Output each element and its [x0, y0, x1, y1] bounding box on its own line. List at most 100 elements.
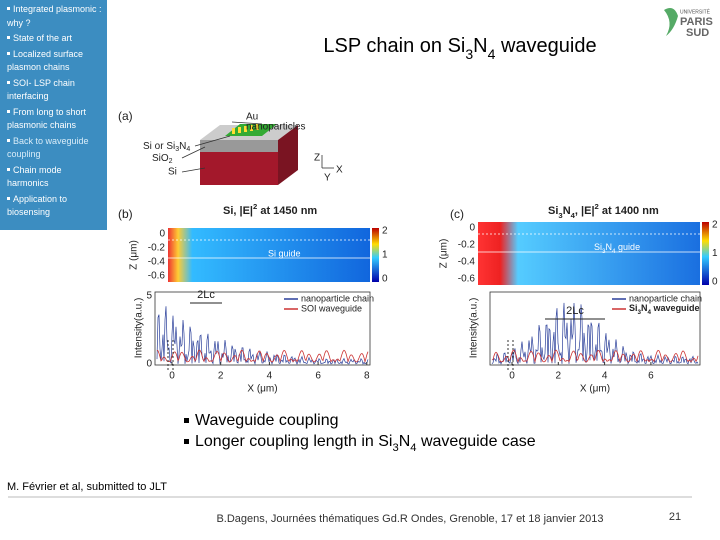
sidebar: Integrated plasmonic : why ? State of the…	[0, 0, 107, 230]
schematic: (a) Au nanoparticles Si or Si3N4 SiO2 Si…	[118, 109, 343, 185]
text-run: waveguide	[651, 303, 700, 313]
colorbar	[372, 228, 379, 282]
plot-frame	[154, 291, 371, 366]
legend-label: nanoparticle chain	[629, 293, 702, 303]
sidebar-item: Application to biosensing	[7, 193, 105, 220]
text-run: N	[399, 433, 411, 450]
text-run: SiO	[152, 153, 169, 164]
oxide	[200, 140, 278, 152]
text-run: 2	[169, 158, 173, 165]
leaders	[181, 121, 334, 173]
label: Au	[246, 112, 258, 123]
colorbar-label: 0	[382, 274, 388, 285]
panel-label: (c)	[450, 207, 464, 221]
text-run: N	[641, 303, 648, 313]
text-run: 3	[175, 146, 179, 153]
text-run: 4	[571, 211, 576, 220]
text-run: 4	[186, 146, 190, 153]
z-axis-label: Z (μm)	[439, 239, 450, 269]
text-run: guide	[616, 242, 641, 252]
y-tick-label: 5	[146, 291, 152, 302]
x-tick-label: 6	[648, 371, 654, 382]
particles	[232, 124, 259, 134]
text-run: waveguide case	[417, 433, 536, 450]
axis-label: Y	[324, 173, 331, 184]
colorbar-label: 2	[712, 220, 718, 231]
footer: B.Dagens, Journées thématiques Gd.R Onde…	[216, 513, 603, 525]
field-map	[168, 228, 370, 282]
colorbar-label: 1	[712, 248, 718, 259]
y-tick-label: 0	[146, 359, 152, 370]
z-tick-label: -0.2	[458, 240, 476, 251]
z-tick-label: 0	[159, 229, 165, 240]
text-run: Si	[548, 205, 558, 217]
bullet-mark	[184, 439, 189, 444]
panel-label: (a)	[118, 109, 133, 123]
lc-label: 2Lc	[566, 305, 584, 317]
sidebar-item: From long to short plasmonic chains	[7, 106, 105, 133]
label: Si or Si3N4	[143, 141, 190, 154]
text-run: at 1400 nm	[599, 205, 659, 217]
sidebar-item: Chain mode harmonics	[7, 164, 105, 191]
colorbar-label: 1	[382, 250, 388, 261]
logo-text: PARIS	[680, 16, 713, 28]
text-run: Si	[629, 303, 638, 313]
colorbar-label: 0	[712, 277, 718, 288]
text-run: 3	[558, 211, 562, 220]
text-run: Longer coupling length in Si	[195, 433, 392, 450]
y-axis-label: Intensity(a.u.)	[469, 298, 480, 359]
x-tick-label: 6	[315, 371, 321, 382]
sidebar-item: SOI- LSP chain interfacing	[7, 77, 105, 104]
text-run: N	[606, 242, 613, 252]
text-run: Si or Si	[143, 141, 175, 152]
sidebar-item: State of the art	[7, 32, 105, 46]
sidebar-item: Back to waveguide coupling	[7, 135, 105, 162]
plot-frame	[489, 291, 701, 366]
page-number: 21	[669, 511, 681, 523]
logo: UNIVERSITÉ PARIS SUD	[664, 8, 713, 39]
text-run: 4	[612, 248, 616, 255]
text-run: 4	[410, 442, 416, 454]
label: nanoparticles	[246, 122, 305, 133]
logo-text: SUD	[686, 27, 709, 39]
text-run: 2	[595, 202, 599, 211]
z-tick-label: -0.6	[458, 274, 476, 285]
guide-curve	[156, 349, 369, 364]
x-tick-label: 2	[556, 371, 562, 382]
x-tick-label: 4	[267, 371, 273, 382]
text-run: 3	[638, 309, 642, 316]
guide-curve	[491, 349, 699, 364]
substrate	[200, 152, 278, 185]
logo-text: UNIVERSITÉ	[680, 8, 711, 15]
text-run: 3	[465, 46, 473, 62]
legend-label: SOI waveguide	[301, 303, 362, 313]
text-run: 3	[392, 442, 398, 454]
map-title: Si, |E|2 at 1450 nm	[223, 202, 317, 217]
x-axis-label: X (μm)	[247, 384, 277, 395]
text-run: 4	[648, 309, 652, 316]
chain-curve	[156, 306, 369, 365]
text-run: waveguide	[495, 35, 596, 57]
guide-label: Si3N4 guide	[594, 242, 640, 255]
x-tick-label: 0	[169, 371, 175, 382]
text-run: at 1450 nm	[257, 205, 317, 217]
text-run: N	[473, 35, 487, 57]
text-run: 2	[253, 202, 257, 211]
z-tick-label: -0.2	[148, 243, 166, 254]
sidebar-item: Integrated plasmonic : why ?	[7, 3, 105, 30]
text-run: N	[179, 141, 186, 152]
text-run: Si	[594, 242, 602, 252]
sidebar-list: Integrated plasmonic : why ? State of the…	[7, 3, 105, 220]
z-axis-label: Z (μm)	[129, 240, 140, 270]
map-title: Si3N4, |E|2 at 1400 nm	[548, 202, 659, 220]
x-axis-label: X (μm)	[580, 384, 610, 395]
reference: M. Février et al, submitted to JLT	[7, 481, 167, 493]
bullet: Longer coupling length in Si3N4 waveguid…	[195, 433, 536, 454]
x-tick-label: 8	[364, 371, 370, 382]
bullet: Waveguide coupling	[195, 412, 339, 429]
lc-label: 2Lc	[197, 289, 215, 301]
z-tick-label: 0	[469, 223, 475, 234]
